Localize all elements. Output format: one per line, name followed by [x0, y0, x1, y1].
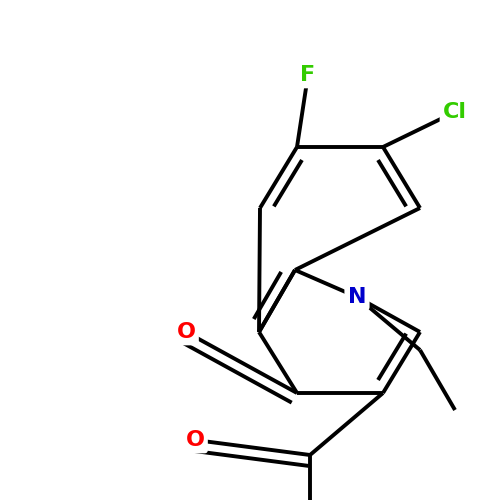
Text: O: O — [186, 430, 204, 450]
Text: N: N — [348, 287, 366, 307]
Text: O: O — [176, 322, 196, 342]
Text: F: F — [300, 65, 316, 85]
Text: Cl: Cl — [443, 102, 467, 122]
